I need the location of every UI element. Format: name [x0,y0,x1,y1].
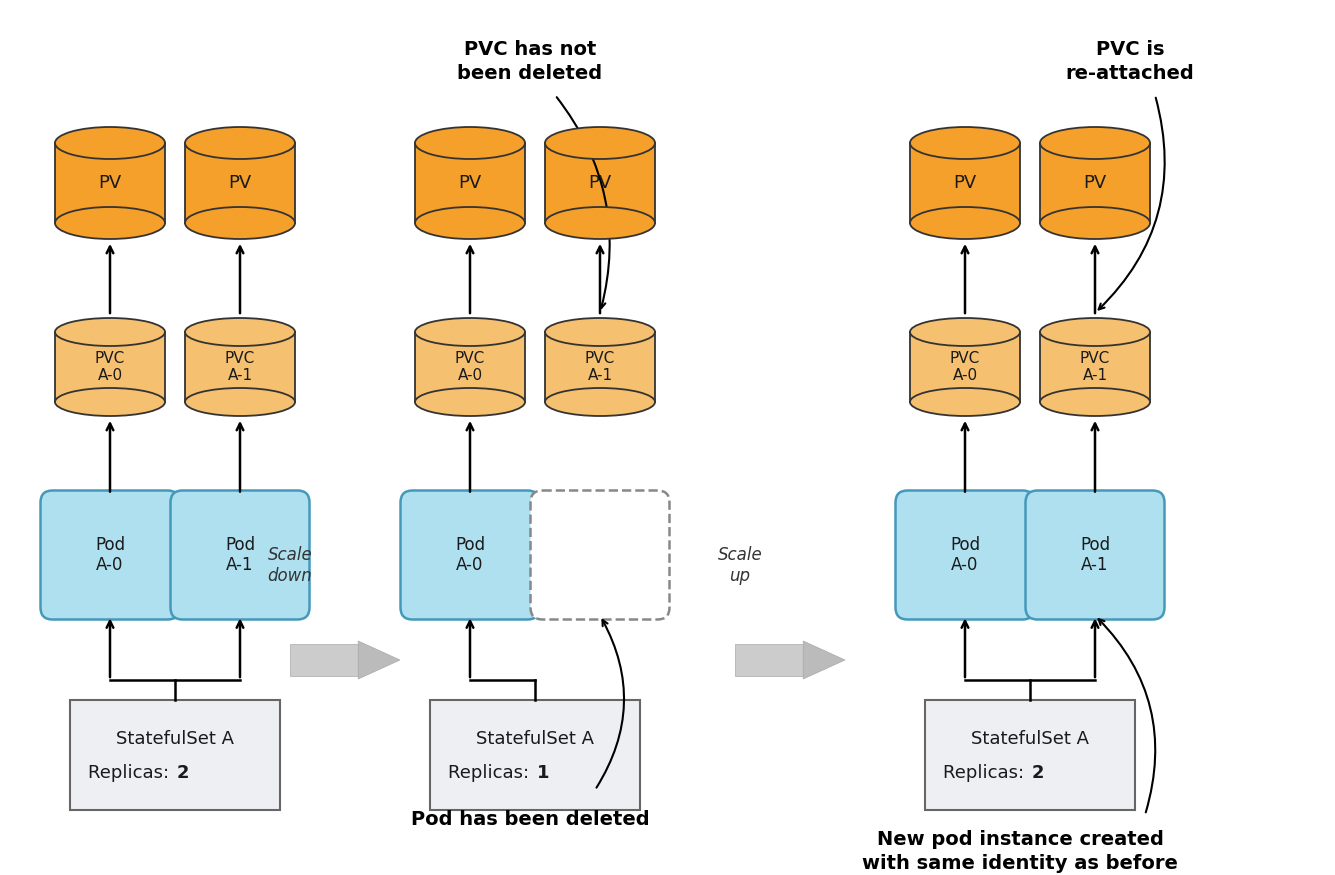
Text: Scale
down: Scale down [267,546,312,585]
Bar [415,332,525,402]
Ellipse shape [545,127,655,159]
Ellipse shape [545,318,655,346]
Ellipse shape [415,388,525,416]
Text: Replicas:: Replicas: [88,764,175,782]
Text: PVC has not
been deleted: PVC has not been deleted [458,40,602,83]
Ellipse shape [545,388,655,416]
Ellipse shape [1040,207,1149,239]
Text: Pod
A-0: Pod A-0 [951,536,980,574]
Ellipse shape [910,318,1020,346]
Text: StatefulSet A: StatefulSet A [477,730,594,748]
FancyBboxPatch shape [896,491,1035,620]
Text: Replicas:: Replicas: [943,764,1031,782]
Text: Pod has been deleted: Pod has been deleted [411,810,649,829]
Text: PVC
A-1: PVC A-1 [1080,351,1111,383]
Bar [910,332,1020,402]
Bar [430,700,639,810]
FancyBboxPatch shape [400,491,539,620]
Polygon shape [358,641,400,679]
Bar [736,644,804,676]
Bar [415,143,525,223]
Text: Pod
A-0: Pod A-0 [95,536,125,574]
FancyBboxPatch shape [1025,491,1164,620]
Text: StatefulSet A: StatefulSet A [116,730,234,748]
Text: PV: PV [953,174,977,192]
Ellipse shape [186,127,295,159]
Bar [1040,332,1149,402]
Text: PV: PV [228,174,251,192]
Bar [1040,143,1149,223]
Ellipse shape [415,127,525,159]
Ellipse shape [55,127,166,159]
FancyBboxPatch shape [530,491,669,620]
Text: PVC
A-1: PVC A-1 [224,351,255,383]
Ellipse shape [910,388,1020,416]
Ellipse shape [910,207,1020,239]
FancyBboxPatch shape [171,491,310,620]
Text: 1: 1 [537,764,550,782]
Text: StatefulSet A: StatefulSet A [971,730,1089,748]
Text: 2: 2 [178,764,190,782]
Bar [55,332,166,402]
Text: 2: 2 [1032,764,1044,782]
Text: PV: PV [1084,174,1107,192]
Ellipse shape [1040,318,1149,346]
Text: PVC
A-0: PVC A-0 [951,351,980,383]
Text: PV: PV [458,174,482,192]
Text: Pod
A-0: Pod A-0 [455,536,485,574]
Ellipse shape [415,318,525,346]
Ellipse shape [55,207,166,239]
Text: Replicas:: Replicas: [449,764,535,782]
Ellipse shape [415,207,525,239]
Bar [186,143,295,223]
Text: Pod
A-1: Pod A-1 [1080,536,1111,574]
Bar [290,644,358,676]
Text: Pod
A-1: Pod A-1 [224,536,255,574]
Text: PVC
A-1: PVC A-1 [585,351,615,383]
Text: New pod instance created
with same identity as before: New pod instance created with same ident… [862,830,1177,873]
Ellipse shape [186,207,295,239]
Bar [55,143,166,223]
Ellipse shape [186,318,295,346]
Text: Scale
up: Scale up [718,546,762,585]
Polygon shape [804,641,845,679]
Ellipse shape [1040,127,1149,159]
Ellipse shape [545,207,655,239]
Text: PVC is
re-attached: PVC is re-attached [1065,40,1195,83]
Text: PVC
A-0: PVC A-0 [455,351,485,383]
Text: PVC
A-0: PVC A-0 [95,351,125,383]
Text: PV: PV [589,174,611,192]
Ellipse shape [55,318,166,346]
Bar [925,700,1135,810]
Ellipse shape [55,388,166,416]
Ellipse shape [1040,388,1149,416]
Ellipse shape [186,388,295,416]
Bar [545,143,655,223]
Bar [910,143,1020,223]
Bar [186,332,295,402]
Text: PV: PV [99,174,121,192]
Ellipse shape [910,127,1020,159]
FancyBboxPatch shape [40,491,179,620]
Bar [69,700,280,810]
Bar [545,332,655,402]
